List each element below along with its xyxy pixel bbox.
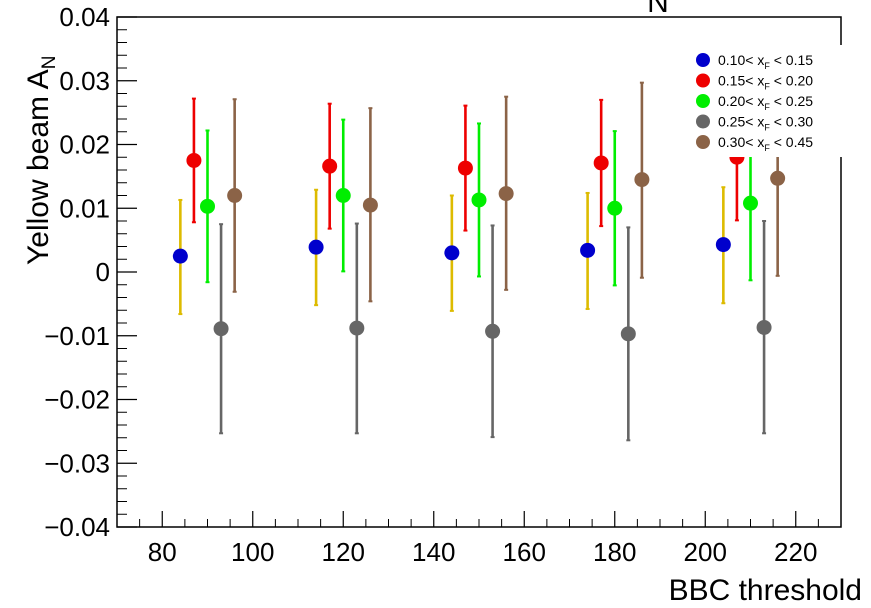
data-point — [471, 192, 487, 208]
data-point — [200, 198, 215, 214]
svg-text:Yellow beam AN: Yellow beam AN — [22, 56, 60, 265]
y-tick-label: 0.01 — [59, 193, 110, 223]
data-point — [457, 160, 473, 176]
y-tick-label: −0.02 — [44, 385, 110, 415]
y-tick-label: 0 — [96, 257, 110, 287]
x-tick-label: 140 — [412, 537, 455, 567]
x-axis-title: BBC threshold — [669, 574, 862, 607]
y-axis-title-main: Yellow beam A — [22, 69, 55, 265]
data-point — [715, 237, 731, 253]
x-tick-label: 220 — [774, 537, 817, 567]
y-axis-title-sub: N — [39, 56, 60, 70]
legend-box — [688, 45, 854, 157]
data-point — [186, 152, 202, 168]
legend-label: 0.15< xF < 0.20 — [718, 73, 813, 92]
y-tick-label: −0.04 — [44, 512, 110, 542]
legend-label: 0.10< xF < 0.15 — [718, 52, 813, 71]
ticks-layer: −0.04 −0.03 −0.02 −0.01 0 0.01 0.02 0.03 0.04 80 1… — [44, 2, 842, 567]
legend-marker — [696, 73, 710, 88]
data-point — [444, 245, 460, 261]
chart-title: N — [647, 0, 669, 19]
legend-label: 0.25< xF < 0.30 — [718, 114, 813, 133]
data-point — [620, 326, 636, 342]
data-point — [634, 172, 650, 188]
y-tick-label: 0.02 — [59, 130, 110, 160]
legend-marker — [696, 94, 710, 108]
data-point — [172, 248, 188, 264]
legend-label: 0.30< xF < 0.45 — [718, 134, 813, 153]
legend-label: 0.20< xF < 0.25 — [718, 93, 813, 112]
data-point — [498, 186, 514, 202]
data-point — [362, 197, 378, 213]
data-point — [308, 239, 324, 255]
y-tick-label: −0.03 — [44, 448, 110, 478]
x-tick-label: 120 — [322, 537, 365, 567]
data-point — [349, 320, 365, 336]
x-tick-label: 160 — [503, 537, 546, 567]
data-point — [227, 188, 243, 203]
y-axis-title: Yellow beam AN — [22, 56, 60, 265]
x-tick-label: 100 — [231, 537, 274, 567]
legend-marker — [696, 135, 710, 149]
y-tick-label: 0.04 — [59, 2, 110, 32]
data-point — [743, 195, 758, 211]
data-point — [593, 155, 609, 171]
y-tick-label: 0.03 — [59, 66, 110, 96]
data-point — [322, 158, 338, 174]
data-point — [485, 323, 501, 339]
data-point — [756, 319, 772, 335]
x-tick-label: 180 — [593, 537, 636, 567]
data-point — [335, 188, 351, 203]
x-tick-label: 80 — [148, 537, 177, 567]
legend: 0.10< xF < 0.15 0.15< xF < 0.200.20< xF <… — [688, 45, 854, 157]
y-tick-label: −0.01 — [44, 321, 110, 351]
data-point — [607, 200, 623, 216]
data-point — [213, 321, 229, 337]
data-point — [770, 170, 786, 186]
legend-marker — [696, 53, 710, 67]
legend-marker — [696, 114, 710, 129]
x-tick-label: 200 — [684, 537, 727, 567]
data-point — [580, 242, 596, 258]
